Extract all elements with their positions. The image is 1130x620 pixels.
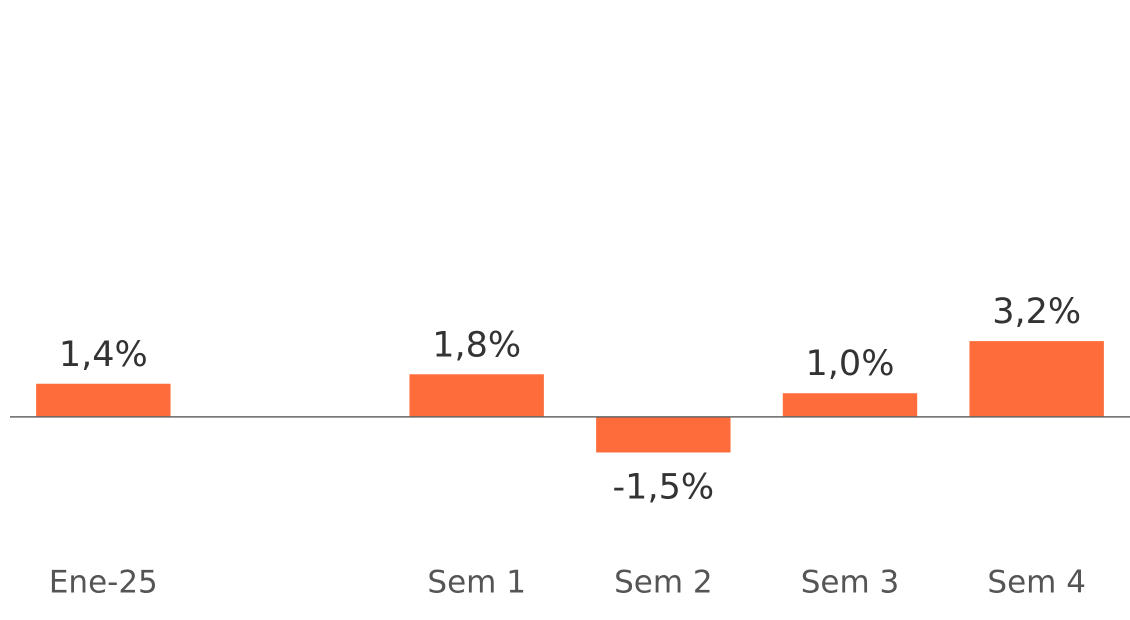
bar xyxy=(409,374,544,417)
x-tick-label: Sem 1 xyxy=(427,565,526,601)
bar xyxy=(969,341,1104,417)
x-tick-label: Ene-25 xyxy=(49,565,158,601)
value-label: 3,2% xyxy=(992,292,1081,332)
bar xyxy=(596,416,731,453)
x-tick-label: Sem 2 xyxy=(614,565,713,601)
bar xyxy=(36,383,171,417)
x-tick-label: Sem 3 xyxy=(801,565,900,601)
value-label: 1,8% xyxy=(432,325,521,365)
x-tick-label: Sem 4 xyxy=(987,565,1086,601)
value-label: 1,0% xyxy=(806,344,895,384)
value-label: -1,5% xyxy=(613,467,715,507)
value-label: 1,4% xyxy=(59,335,148,375)
bar xyxy=(782,393,918,417)
